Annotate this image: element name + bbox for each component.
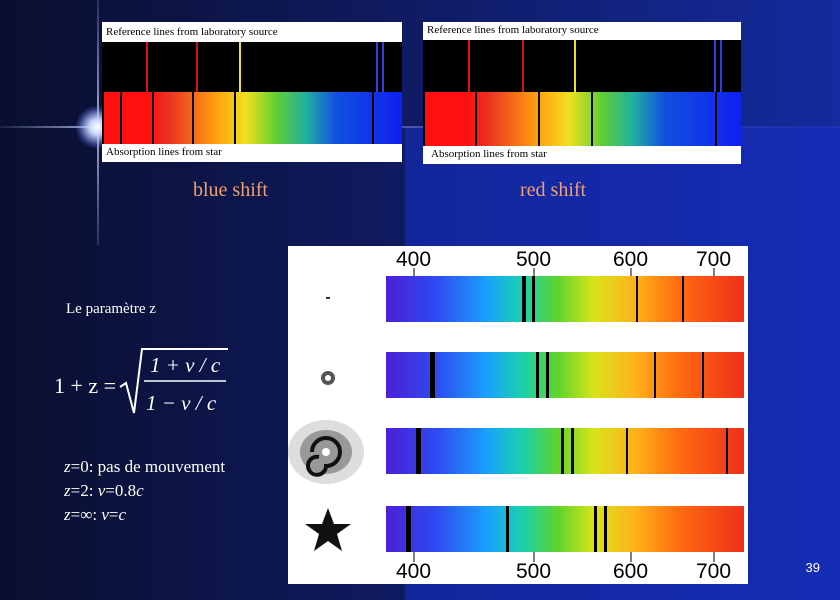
case-item: z=∞: v=c [64, 505, 126, 524]
red-shift-caption: red shift [520, 179, 587, 201]
formula-lhs: 1 + z = [54, 373, 117, 398]
tick-label: 400 [396, 248, 432, 271]
dot-icon [326, 297, 330, 299]
spectrum-strip [386, 428, 744, 474]
star-icon [305, 508, 351, 551]
parameter-label: Le paramètre z [66, 301, 156, 317]
reference-label: Reference lines from laboratory source [106, 26, 278, 38]
decorative-line [0, 126, 840, 128]
spectrum-strip [386, 506, 744, 552]
tick-label: 600 [613, 560, 649, 583]
formula-numerator: 1 + v / c [150, 353, 221, 377]
reference-label: Reference lines from laboratory source [427, 24, 599, 36]
formula-denominator: 1 − v / c [146, 391, 217, 415]
z-cases-list: z=0: pas de mouvement z=2: v=0.8c z=∞: v… [64, 455, 225, 527]
spiral-galaxy-icon [288, 420, 364, 484]
small-galaxy-icon [321, 371, 335, 385]
spectrum-strip [386, 352, 744, 398]
tick-label: 500 [516, 560, 552, 583]
absorption-spectrum [423, 92, 741, 146]
absorption-spectrum [102, 92, 402, 144]
red-shift-spectrum: Reference lines from laboratory source A… [423, 22, 741, 164]
galaxy-spectra-panel: 400 500 600 700 400 500 600 700 [288, 246, 748, 584]
blue-shift-caption: blue shift [193, 179, 268, 201]
tick-label: 600 [613, 248, 649, 271]
case-item: z=0: pas de mouvement [64, 457, 226, 476]
formula-graphic [119, 348, 228, 414]
absorption-label: Absorption lines from star [106, 146, 222, 158]
absorption-label: Absorption lines from star [431, 148, 547, 160]
object-icons [288, 297, 364, 551]
case-item: z=2: v=0.8c [64, 481, 144, 500]
spectrum-strip [386, 276, 744, 322]
redshift-formula: 1 + z = 1 + v / c 1 − v / c [54, 343, 234, 423]
blue-shift-spectrum: Reference lines from laboratory source A… [102, 22, 402, 162]
tick-label: 700 [696, 560, 732, 583]
tick-label: 500 [516, 248, 552, 271]
tick-label: 700 [696, 248, 732, 271]
tick-label: 400 [396, 560, 432, 583]
page-number: 39 [805, 560, 820, 575]
